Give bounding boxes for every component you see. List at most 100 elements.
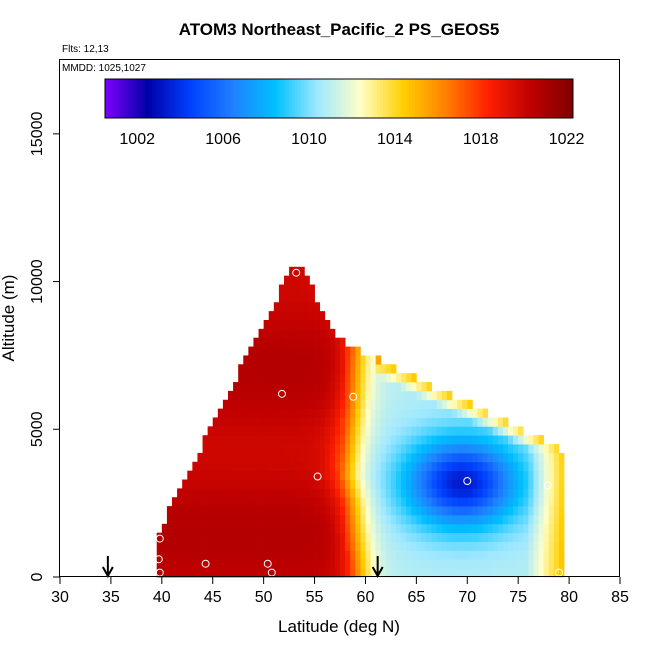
heatmap-cell xyxy=(523,532,529,542)
heatmap-cell xyxy=(243,523,249,534)
heatmap-cell xyxy=(462,461,468,472)
heatmap-cell xyxy=(258,337,265,347)
heatmap-cell xyxy=(309,337,315,347)
heatmap-cell xyxy=(222,541,229,551)
heatmap-cell xyxy=(222,461,229,472)
heatmap-cell xyxy=(513,461,519,472)
heatmap-cell xyxy=(502,523,509,534)
heatmap-cell xyxy=(263,541,270,551)
colorbar-swatch xyxy=(186,79,191,118)
heatmap-cell xyxy=(314,426,321,436)
heatmap-cell xyxy=(513,559,519,569)
heatmap-cell xyxy=(309,461,315,472)
heatmap-cell xyxy=(467,470,473,480)
heatmap-cell xyxy=(365,417,371,427)
heatmap-cell xyxy=(182,550,188,560)
heatmap-cell xyxy=(513,541,519,551)
heatmap-cell xyxy=(523,435,529,445)
heatmap-cell xyxy=(299,488,305,498)
heatmap-cell xyxy=(492,488,499,498)
heatmap-cell xyxy=(314,328,321,339)
heatmap-cell xyxy=(411,550,417,560)
heatmap-cell xyxy=(233,426,239,436)
heatmap-cell xyxy=(533,488,539,498)
colorbar-swatch xyxy=(543,79,548,118)
heatmap-cell xyxy=(350,373,356,383)
heatmap-cell xyxy=(233,399,239,409)
heatmap-cell xyxy=(248,373,254,383)
heatmap-cell xyxy=(299,328,305,339)
heatmap-cell xyxy=(334,452,341,463)
heatmap-cell xyxy=(553,506,560,516)
heatmap-cell xyxy=(508,479,514,489)
heatmap-cell xyxy=(482,568,489,578)
heatmap-cell xyxy=(197,532,203,542)
colorbar-swatch xyxy=(540,79,545,118)
colorbar-swatch xyxy=(233,79,238,118)
heatmap-cell xyxy=(380,497,387,507)
heatmap-cell xyxy=(380,373,387,383)
heatmap-cell xyxy=(258,417,265,427)
heatmap-cell xyxy=(390,435,397,445)
heatmap-cell xyxy=(263,452,270,463)
colorbar-swatch xyxy=(145,79,150,118)
heatmap-cell xyxy=(385,470,392,480)
heatmap-cell xyxy=(278,568,285,578)
heatmap-cell xyxy=(375,470,382,480)
heatmap-cell xyxy=(228,399,234,409)
heatmap-cell xyxy=(304,399,310,409)
heatmap-cell xyxy=(553,444,560,454)
heatmap-cell xyxy=(457,461,463,472)
heatmap-cell xyxy=(365,523,371,534)
heatmap-cell xyxy=(518,479,524,489)
colorbar-swatch xyxy=(499,79,504,118)
heatmap-cell xyxy=(421,417,427,427)
heatmap-cell xyxy=(487,435,494,445)
heatmap-cell xyxy=(273,506,280,516)
heatmap-cell xyxy=(299,541,305,551)
heatmap-cell xyxy=(538,523,545,534)
heatmap-cell xyxy=(258,364,265,374)
heatmap-cell xyxy=(528,452,534,463)
heatmap-cell xyxy=(528,488,534,498)
heatmap-cell xyxy=(452,470,458,480)
heatmap-cell xyxy=(396,523,402,534)
heatmap-cell xyxy=(385,497,392,507)
heatmap-cell xyxy=(253,337,259,347)
heatmap-cell xyxy=(329,461,336,472)
heatmap-cell xyxy=(156,532,163,542)
heatmap-cell xyxy=(558,470,565,480)
heatmap-cell xyxy=(416,408,422,418)
heatmap-cell xyxy=(360,399,366,409)
heatmap-cell xyxy=(334,364,341,374)
heatmap-cell xyxy=(396,461,402,472)
heatmap-cell xyxy=(248,364,254,374)
heatmap-cell xyxy=(192,550,198,560)
heatmap-cell xyxy=(324,514,331,525)
heatmap-cell xyxy=(340,390,346,401)
heatmap-cell xyxy=(258,488,265,498)
heatmap-cell xyxy=(273,337,280,347)
heatmap-cell xyxy=(314,470,321,480)
heatmap-cell xyxy=(217,568,224,578)
heatmap-cell xyxy=(299,399,305,409)
heatmap-cell xyxy=(248,532,254,542)
heatmap-cell xyxy=(548,497,555,507)
heatmap-cell xyxy=(431,399,438,409)
heatmap-cell xyxy=(197,514,203,525)
heatmap-cell xyxy=(243,488,249,498)
heatmap-cell xyxy=(177,514,183,525)
heatmap-cell xyxy=(294,346,300,356)
heatmap-cell xyxy=(329,337,336,347)
colorbar-swatch xyxy=(391,79,396,118)
heatmap-cell xyxy=(340,568,346,578)
heatmap-cell xyxy=(304,559,310,569)
heatmap-cell xyxy=(294,514,300,525)
heatmap-cell xyxy=(538,550,545,560)
heatmap-cell xyxy=(411,488,417,498)
heatmap-cell xyxy=(365,355,371,365)
heatmap-cell xyxy=(472,417,478,427)
colorbar-swatch xyxy=(394,79,398,118)
heatmap-cell xyxy=(273,417,280,427)
